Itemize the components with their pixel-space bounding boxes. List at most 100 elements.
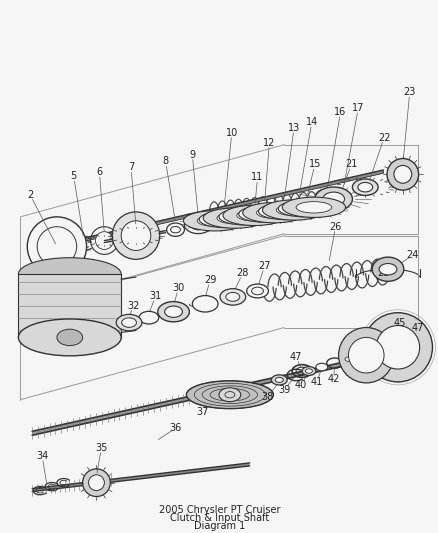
Ellipse shape [186,381,273,409]
Text: 31: 31 [149,291,162,301]
Text: 5: 5 [71,171,77,181]
Text: 47: 47 [289,352,302,362]
Text: Diagram 1: Diagram 1 [194,521,245,531]
Text: 40: 40 [294,380,307,390]
Text: 28: 28 [236,268,248,278]
Text: 47: 47 [410,322,423,333]
Text: 35: 35 [95,443,107,453]
Ellipse shape [271,375,286,385]
Text: 26: 26 [328,222,341,232]
Text: 37: 37 [196,407,208,416]
Polygon shape [32,463,249,491]
Ellipse shape [258,203,309,220]
Ellipse shape [268,206,299,216]
Text: 2005 Chrysler PT Cruiser: 2005 Chrysler PT Cruiser [159,505,280,515]
Ellipse shape [344,357,351,361]
Text: 23: 23 [403,87,415,98]
Ellipse shape [183,211,246,231]
Text: 24: 24 [406,251,418,261]
Ellipse shape [314,187,352,211]
Text: 15: 15 [308,159,320,169]
Text: 14: 14 [305,117,317,127]
Ellipse shape [295,201,331,213]
Text: 9: 9 [189,150,195,159]
Ellipse shape [219,388,240,402]
Ellipse shape [341,355,355,364]
Ellipse shape [305,369,312,373]
Circle shape [393,165,411,183]
Ellipse shape [219,208,270,225]
Text: 39: 39 [278,385,290,395]
Text: 16: 16 [334,107,346,117]
Ellipse shape [262,200,325,220]
Circle shape [338,327,393,383]
Text: 36: 36 [169,423,181,433]
Ellipse shape [18,319,121,356]
Text: 34: 34 [36,451,48,461]
Ellipse shape [246,284,268,298]
Ellipse shape [116,314,141,331]
Ellipse shape [275,377,283,383]
Polygon shape [44,171,382,251]
Ellipse shape [242,203,305,223]
Ellipse shape [322,192,344,206]
Ellipse shape [276,204,311,216]
Ellipse shape [357,182,372,192]
Text: 7: 7 [127,163,134,172]
Ellipse shape [166,223,184,236]
Ellipse shape [164,306,182,318]
Circle shape [348,337,383,373]
Ellipse shape [248,209,279,219]
Text: 13: 13 [287,123,300,133]
Text: 42: 42 [327,374,339,384]
Bar [18,274,121,338]
Circle shape [112,212,159,260]
Circle shape [386,158,418,190]
Text: 11: 11 [251,172,263,182]
Ellipse shape [282,197,345,217]
Text: 32: 32 [127,301,139,311]
Text: 6: 6 [96,167,102,177]
Ellipse shape [216,213,252,224]
Ellipse shape [378,263,396,275]
Circle shape [82,469,110,497]
Ellipse shape [199,211,250,228]
Ellipse shape [139,311,159,324]
Ellipse shape [278,200,329,217]
Text: 10: 10 [225,128,237,138]
Ellipse shape [301,367,315,375]
Text: 33: 33 [67,337,80,348]
Ellipse shape [219,289,245,305]
Circle shape [375,326,419,369]
Circle shape [121,221,151,251]
Text: 45: 45 [393,318,405,328]
Ellipse shape [208,214,240,224]
Ellipse shape [203,208,266,228]
Text: 22: 22 [377,133,389,143]
Ellipse shape [157,302,189,322]
Text: 8: 8 [162,157,168,166]
Text: 41: 41 [310,377,322,387]
Ellipse shape [371,257,403,281]
Ellipse shape [236,209,272,221]
Text: 2: 2 [27,190,33,200]
Ellipse shape [18,258,121,290]
Polygon shape [32,352,387,435]
Text: 44: 44 [359,329,371,340]
Circle shape [95,232,113,249]
Text: 21: 21 [344,159,357,169]
Ellipse shape [57,329,82,345]
Ellipse shape [256,207,291,219]
Ellipse shape [121,318,136,327]
Text: 25: 25 [376,268,389,278]
Ellipse shape [192,296,218,312]
Text: 29: 29 [204,275,216,285]
Text: 43: 43 [345,370,357,380]
Ellipse shape [223,205,286,225]
Text: 30: 30 [172,283,184,293]
Text: 12: 12 [263,138,275,148]
Circle shape [27,217,86,276]
Ellipse shape [184,216,212,233]
Ellipse shape [226,293,239,301]
Text: 27: 27 [258,261,270,271]
